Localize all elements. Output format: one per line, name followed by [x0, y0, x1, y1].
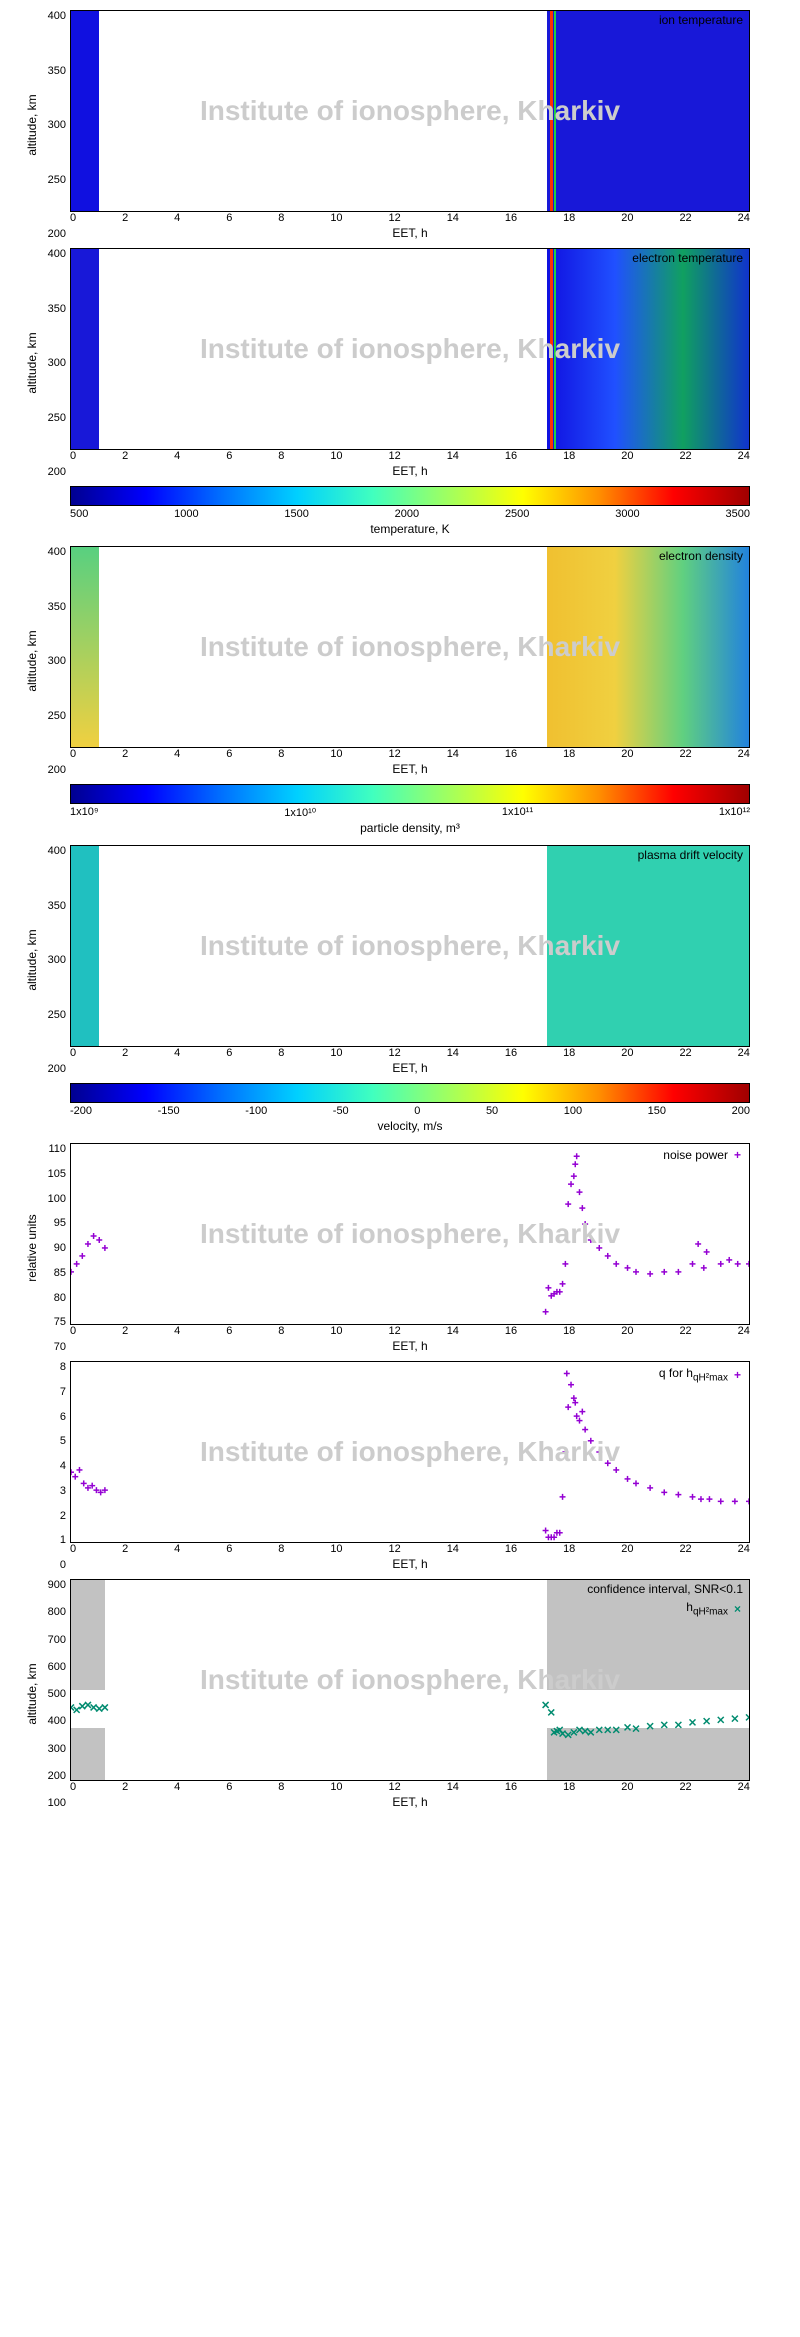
heatmap-panel: 200250300350400altitude, kmInstitute of …	[10, 546, 790, 776]
panel-title: plasma drift velocity	[638, 848, 743, 862]
colorbar-label: particle density, m³	[70, 821, 750, 835]
x-ticks: 024681012141618202224	[70, 1047, 750, 1059]
x-label: EET, h	[70, 1061, 750, 1075]
colorbar: 1x10⁹1x10¹⁰1x10¹¹1x10¹² particle density,…	[70, 784, 750, 835]
x-ticks: 024681012141618202224	[70, 1781, 750, 1793]
data-band-right	[547, 846, 750, 1046]
x-ticks: 024681012141618202224	[70, 1325, 750, 1337]
accent-stripe-2	[554, 249, 556, 449]
data-band-right	[547, 547, 750, 747]
scatter-points	[71, 1144, 749, 1324]
y-label: altitude, km	[25, 332, 39, 393]
panel-title: electron density	[659, 549, 743, 563]
x-label: EET, h	[70, 1795, 750, 1809]
y-ticks: 012345678	[32, 1361, 66, 1571]
plot-area: Institute of ionosphere, Kharkivplasma d…	[70, 845, 750, 1047]
colorbar: 500100015002000250030003500 temperature, …	[70, 486, 750, 536]
x-ticks: 024681012141618202224	[70, 212, 750, 224]
data-band-left	[71, 249, 99, 449]
colorbar-gradient	[70, 1083, 750, 1103]
y-label: altitude, km	[25, 1663, 39, 1724]
panel-title: confidence interval, SNR<0.1	[587, 1582, 743, 1596]
y-label: altitude, km	[25, 630, 39, 691]
legend: hqH²max×	[686, 1600, 741, 1617]
noise-power-panel: 707580859095100105110relative unitsInsti…	[10, 1143, 790, 1353]
heatmap-panel: 200250300350400altitude, kmInstitute of …	[10, 845, 790, 1075]
colorbar-gradient	[70, 784, 750, 804]
heatmap-panel: 200250300350400altitude, kmInstitute of …	[10, 10, 790, 240]
accent-stripe-2	[554, 11, 556, 211]
plot-area: Institute of ionosphere, Kharkivq for hq…	[70, 1361, 750, 1543]
panel-title: electron temperature	[632, 251, 743, 265]
legend: q for hqH²max+	[659, 1366, 741, 1383]
x-ticks: 024681012141618202224	[70, 450, 750, 462]
plot-area: Institute of ionosphere, Kharkivelectron…	[70, 248, 750, 450]
q-panel: 012345678Institute of ionosphere, Kharki…	[10, 1361, 790, 1571]
x-ticks: 024681012141618202224	[70, 748, 750, 760]
y-label: relative units	[25, 1214, 39, 1281]
x-label: EET, h	[70, 1557, 750, 1571]
plot-area: Institute of ionosphere, Kharkivion temp…	[70, 10, 750, 212]
y-label: altitude, km	[25, 94, 39, 155]
colorbar-ticks: -200-150-100-50050100150200	[70, 1105, 750, 1117]
data-band-right	[547, 249, 750, 449]
x-label: EET, h	[70, 226, 750, 240]
colorbar-ticks: 500100015002000250030003500	[70, 508, 750, 520]
plot-area: Institute of ionosphere, Kharkivelectron…	[70, 546, 750, 748]
colorbar-label: velocity, m/s	[70, 1119, 750, 1133]
scatter-points	[71, 1580, 749, 1780]
panel-title: ion temperature	[659, 13, 743, 27]
colorbar-ticks: 1x10⁹1x10¹⁰1x10¹¹1x10¹²	[70, 806, 750, 819]
accent-stripe	[550, 249, 553, 449]
plot-area: Institute of ionosphere, Kharkivconfiden…	[70, 1579, 750, 1781]
data-band-left	[71, 11, 99, 211]
confidence-panel: 100200300400500600700800900altitude, kmI…	[10, 1579, 790, 1809]
x-label: EET, h	[70, 1339, 750, 1353]
plot-area: Institute of ionosphere, Kharkivnoise po…	[70, 1143, 750, 1325]
colorbar-label: temperature, K	[70, 522, 750, 536]
data-band-left	[71, 846, 99, 1046]
data-band-left	[71, 547, 99, 747]
colorbar-gradient	[70, 486, 750, 506]
accent-stripe	[550, 11, 553, 211]
heatmap-panel: 200250300350400altitude, kmInstitute of …	[10, 248, 790, 478]
x-label: EET, h	[70, 762, 750, 776]
scatter-points	[71, 1362, 749, 1542]
y-label: altitude, km	[25, 929, 39, 990]
legend: noise power+	[663, 1148, 741, 1162]
colorbar: -200-150-100-50050100150200 velocity, m/s	[70, 1083, 750, 1133]
x-ticks: 024681012141618202224	[70, 1543, 750, 1555]
x-label: EET, h	[70, 464, 750, 478]
data-band-right	[547, 11, 750, 211]
